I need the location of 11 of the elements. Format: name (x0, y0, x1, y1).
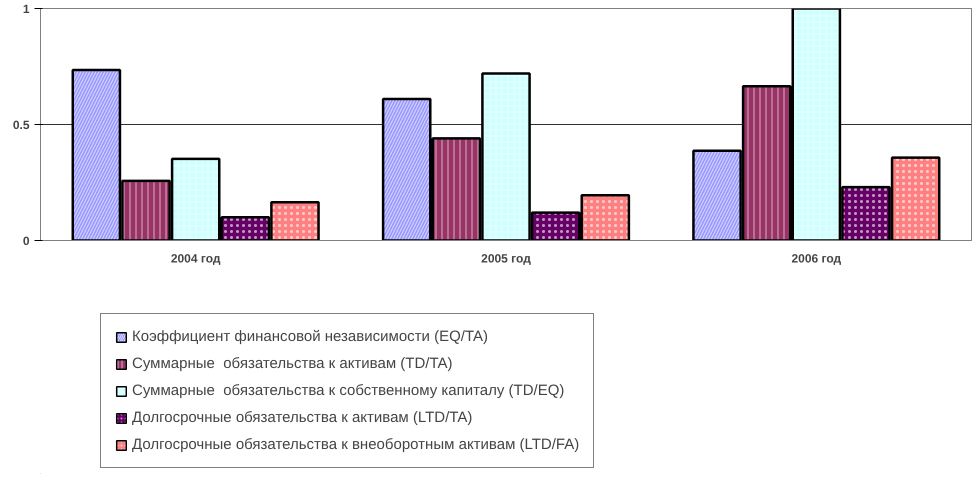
legend-label: Суммарные обязательства к собственному капиталу (TD/EQ) (132, 382, 564, 399)
legend-label: Суммарные обязательства к активам (TD/TA) (132, 355, 453, 372)
legend-label: Долгосрочные обязательства к внеоборотным активам (LTD/FA) (132, 436, 580, 453)
y-tick-label: 1 (22, 2, 30, 16)
x-tick-label: 2004 год (170, 252, 221, 266)
x-tick-label: 2005 год (481, 252, 532, 266)
legend-label: Долгосрочные обязательства к активам (LTD/TA) (132, 409, 472, 426)
x-tick-label: 2006 год (792, 252, 842, 266)
legend-label: Коэффициент финансовой независимости (EQ/TA) (132, 328, 488, 345)
y-tick-label: 0 (22, 234, 30, 248)
y-tick-label: 0.5 (12, 118, 30, 132)
